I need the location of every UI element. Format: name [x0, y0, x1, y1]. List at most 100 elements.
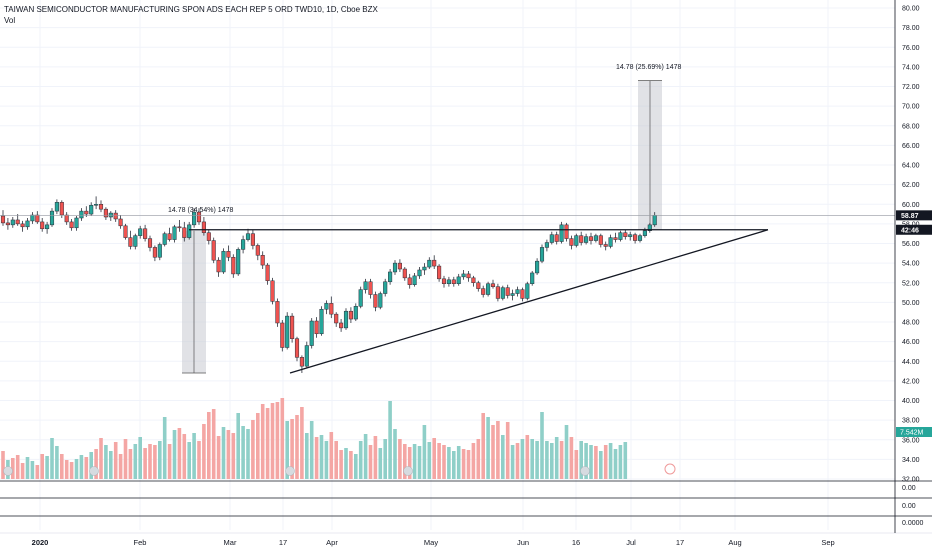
time-tick-label: Jun [517, 538, 529, 547]
candle-body [260, 255, 265, 266]
candle-body [290, 315, 295, 339]
time-tick-label: Mar [224, 538, 237, 547]
volume-bar [60, 454, 64, 479]
candle-body [143, 228, 148, 239]
candle-body [652, 215, 657, 226]
time-tick-label: May [424, 538, 438, 547]
volume-value: 7.542M [900, 430, 924, 437]
candle-body [397, 262, 402, 270]
volume-bar [25, 457, 30, 479]
candle-body [574, 235, 579, 246]
candle-body [319, 308, 324, 335]
price-tick-label: 42.00 [902, 378, 920, 385]
candle-body [412, 275, 417, 285]
volume-bar [594, 446, 598, 479]
countdown-value: 42:46 [901, 227, 919, 234]
candle-body [157, 244, 162, 258]
pane-value-label: 0.0000 [902, 520, 924, 527]
price-tick-label: 80.00 [902, 6, 920, 13]
volume-bar [554, 437, 559, 479]
candle-body [368, 281, 373, 295]
volume-bar [491, 425, 495, 479]
time-tick-label: Sep [821, 538, 834, 547]
candle-body [495, 286, 500, 299]
candle-body [187, 224, 192, 238]
volume-bar [393, 429, 397, 479]
volume-bar [309, 421, 314, 479]
candle-body [45, 224, 50, 230]
symbol-title[interactable]: TAIWAN SEMICONDUCTOR MANUFACTURING SPON … [4, 5, 378, 14]
price-tick-label: 38.00 [902, 418, 920, 425]
candle-body [98, 204, 104, 210]
candle-body [0, 215, 6, 224]
volume-bar [314, 437, 319, 479]
volume-bar [305, 433, 309, 479]
candle-body [294, 338, 300, 358]
volume-bar [334, 441, 338, 479]
volume-bar [40, 454, 44, 479]
volume-bar [138, 437, 142, 479]
candle-body [559, 224, 564, 242]
volume-bar [295, 415, 299, 479]
candle-body [388, 271, 393, 283]
volume-bar [603, 445, 608, 479]
candle-body [363, 281, 368, 290]
earnings-marker-icon [664, 463, 676, 475]
candle-body [20, 223, 25, 228]
price-tick-label: 66.00 [902, 143, 920, 150]
volume-indicator-label[interactable]: Vol [4, 16, 16, 25]
volume-bar [388, 401, 392, 479]
price-tick-label: 68.00 [902, 123, 920, 130]
volume-bar [339, 450, 343, 479]
candle-body [15, 219, 20, 225]
time-tick-label: 16 [572, 538, 580, 547]
candle-body [584, 236, 589, 243]
candle-body [245, 233, 251, 240]
candle-body [5, 222, 10, 226]
price-tick-label: 52.00 [902, 280, 920, 287]
volume-bar [442, 445, 446, 479]
volume-bar [69, 462, 74, 479]
candle-body [128, 237, 133, 247]
chart-legend: TAIWAN SEMICONDUCTOR MANUFACTURING SPON … [4, 4, 378, 26]
price-tick-label: 78.00 [902, 25, 920, 32]
volume-bar [207, 412, 211, 479]
price-tick-label: 50.00 [902, 300, 920, 307]
volume-bar [373, 436, 378, 479]
volume-bar [64, 460, 69, 479]
candle-body [427, 259, 432, 268]
volume-bar [623, 442, 628, 479]
volume-bar [158, 441, 162, 479]
volume-bar [550, 443, 554, 479]
candle-body [476, 282, 481, 289]
volume-bar [486, 417, 490, 479]
candle-body [505, 287, 510, 296]
volume-bar [182, 434, 187, 479]
volume-bar [202, 424, 206, 479]
candle-body [147, 238, 153, 248]
candle-body [451, 279, 456, 284]
candle-body [304, 345, 309, 367]
time-tick-label: Jul [626, 538, 636, 547]
candle-body [40, 221, 45, 230]
candle-body [74, 217, 79, 229]
candle-body [535, 260, 540, 274]
volume-bar [358, 441, 363, 479]
volume-bar [344, 448, 348, 479]
candle-body [79, 210, 84, 219]
volume-bar [398, 439, 402, 479]
candle-body [25, 220, 30, 228]
volume-bar [74, 459, 79, 479]
volume-bar [280, 398, 285, 479]
volume-bar [456, 446, 461, 479]
price-tick-label: 60.00 [902, 202, 920, 209]
candle-body [471, 277, 476, 283]
candle-body [525, 283, 530, 299]
volume-bar [251, 420, 255, 479]
candle-body [35, 214, 40, 223]
volume-bar [501, 435, 505, 479]
candle-body [593, 235, 598, 241]
candle-body [275, 301, 280, 324]
volume-bar [45, 456, 49, 479]
